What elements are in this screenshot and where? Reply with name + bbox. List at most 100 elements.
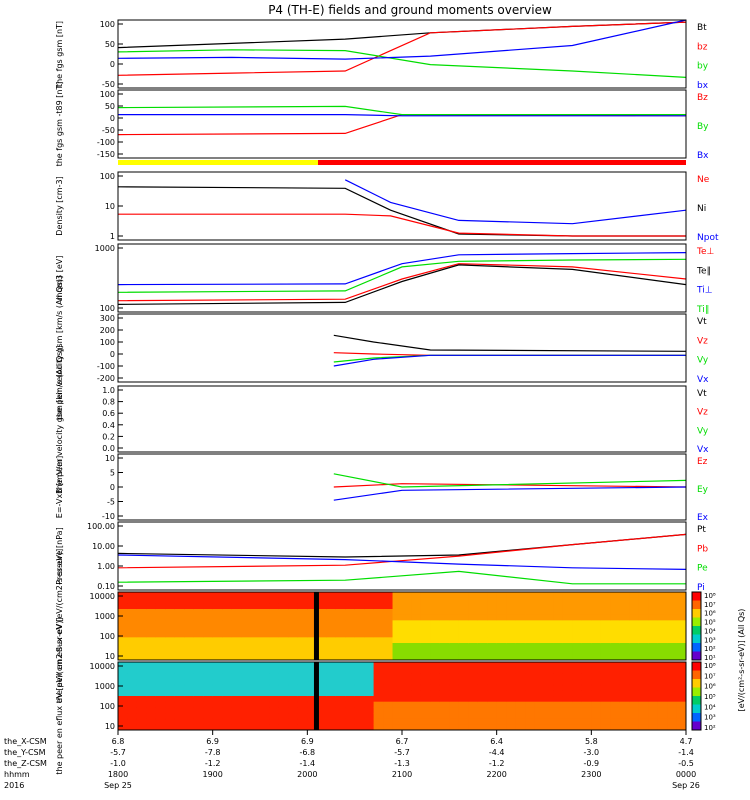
spectrogram-cell (544, 654, 554, 661)
spectrogram-cell (534, 637, 545, 644)
spectrogram-cell (250, 648, 261, 655)
ephemeris-value: -1.4 (300, 759, 316, 768)
spectrogram-cell (525, 603, 536, 610)
spectrogram-cell (638, 626, 649, 633)
spectrogram-cell (477, 673, 488, 680)
spectrogram-cell (118, 679, 128, 686)
spectrogram-cell (657, 614, 668, 621)
spectrogram-cell (449, 696, 460, 703)
spectrogram-cell (118, 662, 128, 669)
spectrogram-cell (231, 679, 242, 686)
spectrogram-cell (553, 662, 564, 669)
spectrogram-cell (458, 614, 469, 621)
spectrogram-cell (667, 592, 678, 599)
spectrogram-cell (278, 614, 289, 621)
spectrogram-cell (335, 718, 346, 725)
spectrogram-cell (231, 707, 242, 714)
spectrogram-cell (231, 654, 242, 661)
spectrogram-cell (184, 662, 195, 669)
spectrogram-cell (544, 713, 554, 720)
spectrogram-cell (667, 667, 678, 674)
spectrogram-cell (600, 654, 611, 661)
spectrogram-cell (146, 696, 157, 703)
spectrogram-cell (544, 614, 554, 621)
ephemeris-label: the_X-CSM (4, 737, 47, 746)
spectrogram-cell (250, 631, 261, 638)
spectrogram-cell (269, 713, 280, 720)
spectrogram-cell (657, 718, 668, 725)
spectrogram-cell (250, 690, 261, 697)
spectrogram-cell (364, 673, 375, 680)
spectrogram-cell (468, 713, 479, 720)
spectrogram-cell (354, 724, 365, 731)
spectrogram-cell (193, 620, 204, 627)
spectrogram-cell (430, 654, 441, 661)
panel-frame (117, 385, 687, 453)
spectrogram-cell (373, 662, 384, 669)
spectrogram-cell (676, 631, 687, 638)
legend-Ne: Ne (697, 175, 710, 185)
y-tick-label: 50 (105, 102, 115, 111)
legend-Vt: Vt (697, 317, 707, 327)
spectrogram-cell (506, 592, 517, 599)
spectrogram-cell (326, 654, 337, 661)
spectrogram-cell (354, 696, 365, 703)
spectrogram-cell (496, 684, 507, 691)
spectrogram-cell (193, 631, 204, 638)
spectrogram-cell (174, 662, 185, 669)
spectrogram-cell (118, 614, 128, 621)
spectrogram-cell (619, 609, 630, 616)
spectrogram-cell (648, 690, 659, 697)
spectrogram-cell (525, 684, 536, 691)
spectrogram-cell (335, 707, 346, 714)
spectrogram-cell (118, 696, 128, 703)
spectrogram-cell (260, 690, 270, 697)
spectrogram-cell (411, 648, 422, 655)
spectrogram-cell (335, 609, 346, 616)
spectrogram-cell (449, 667, 460, 674)
spectrogram-cell (553, 592, 564, 599)
spectrogram-cell (439, 643, 450, 650)
spectrogram-cell (629, 620, 640, 627)
spectrogram-cell (676, 696, 687, 703)
spectrogram-cell (193, 637, 204, 644)
ephemeris-value: 2000 (297, 770, 317, 779)
spectrogram-cell (544, 679, 554, 686)
y-tick-label: 50 (105, 40, 115, 49)
ephemeris-value: -4.4 (489, 748, 505, 757)
ephemeris-value: -1.2 (489, 759, 505, 768)
spectrogram-cell (174, 718, 185, 725)
spectrogram-cell (184, 597, 195, 604)
spectrogram-cell (383, 667, 394, 674)
spectrogram-cell (506, 679, 517, 686)
spectrogram-cell (392, 718, 403, 725)
spectrogram-cell (430, 592, 441, 599)
spectrogram-cell (288, 614, 299, 621)
spectrogram-cell (326, 603, 337, 610)
spectrogram-cell (477, 701, 488, 708)
spectrogram-cell (553, 667, 564, 674)
spectrogram-cell (525, 679, 536, 686)
spectrogram-cell (373, 609, 384, 616)
spectrogram-cell (420, 648, 431, 655)
spectrogram-cell (477, 626, 488, 633)
ephemeris-value: 6.8 (112, 737, 125, 746)
spectrogram-cell (174, 592, 185, 599)
spectrogram-cell (667, 696, 678, 703)
spectrogram-cell (506, 648, 517, 655)
spectrogram-cell (288, 654, 299, 661)
ephemeris-value: 6.9 (301, 737, 314, 746)
spectrogram-cell (506, 684, 517, 691)
y-tick-label: 0.10 (97, 582, 115, 591)
spectrogram-cell (657, 662, 668, 669)
spectrogram-cell (269, 696, 280, 703)
spectrogram-cell (193, 597, 204, 604)
spectrogram-cell (383, 597, 394, 604)
spectrogram-cell (610, 696, 621, 703)
spectrogram-cell (468, 597, 479, 604)
spectrogram-cell (562, 637, 573, 644)
spectrogram-cell (591, 603, 602, 610)
spectrogram-cell (155, 707, 166, 714)
spectrogram-cell (184, 654, 195, 661)
